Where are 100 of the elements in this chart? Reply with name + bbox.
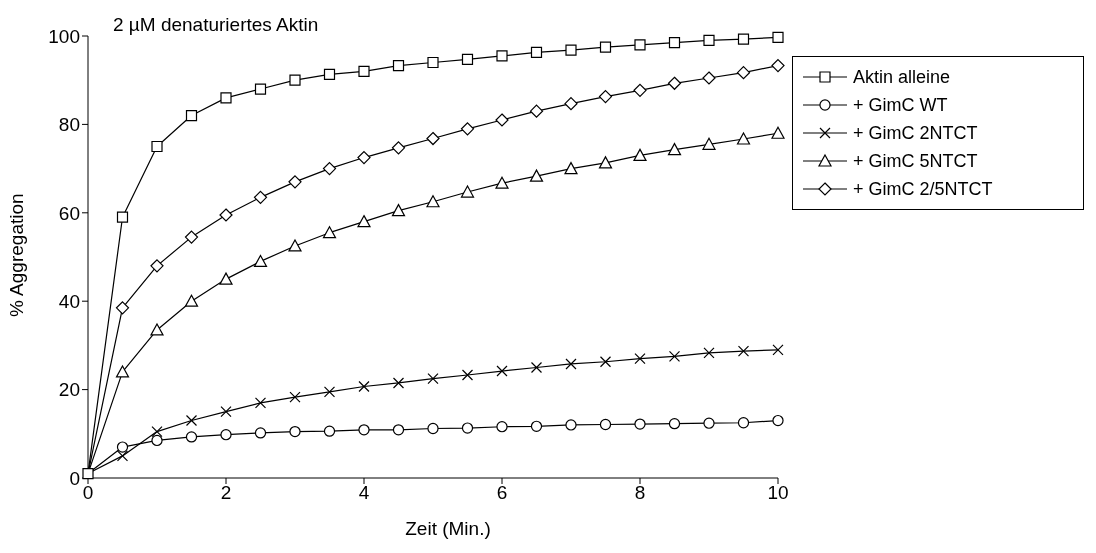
x-tick-label: 6 (496, 482, 508, 504)
point (253, 254, 268, 268)
point (598, 156, 613, 169)
point (219, 272, 233, 285)
point (357, 150, 371, 165)
point (289, 74, 301, 86)
point (496, 50, 508, 62)
point (461, 422, 474, 434)
point (495, 113, 509, 127)
point (634, 353, 646, 365)
point (288, 175, 302, 189)
x-tick-label: 10 (767, 482, 789, 504)
point (703, 34, 715, 47)
y-tick-label: 40 (58, 290, 80, 312)
point (737, 345, 750, 357)
point (634, 39, 646, 51)
point (599, 356, 612, 368)
point (253, 190, 268, 204)
x-tick-label: 2 (220, 482, 232, 504)
x-tick-label: 0 (82, 482, 94, 504)
point (391, 141, 406, 155)
point (82, 467, 94, 480)
point (496, 365, 508, 377)
point (323, 68, 336, 81)
point (323, 425, 336, 437)
point (185, 414, 198, 427)
point (357, 215, 371, 228)
point (115, 365, 130, 378)
point (702, 137, 716, 150)
point (322, 162, 337, 176)
point (184, 230, 199, 244)
point (495, 176, 509, 189)
point (703, 417, 715, 429)
point (598, 89, 613, 104)
point (461, 369, 474, 381)
point (530, 420, 543, 432)
legend-label: + GimC WT (853, 94, 948, 116)
point (322, 226, 337, 239)
point (427, 372, 439, 385)
point (116, 441, 129, 453)
point (736, 132, 751, 145)
point (668, 350, 681, 363)
point (116, 211, 129, 223)
point (772, 414, 784, 427)
point (427, 56, 439, 69)
point (771, 126, 785, 139)
point (254, 83, 267, 95)
point (668, 37, 681, 49)
point (427, 422, 439, 435)
point (565, 419, 577, 431)
point (391, 203, 406, 217)
point (185, 109, 198, 122)
y-axis-title: % Aggregation (5, 193, 27, 317)
y-tick-label: 80 (58, 114, 80, 136)
point (288, 239, 302, 252)
point (254, 397, 267, 409)
legend-label: + GimC 5NTCT (853, 150, 978, 172)
point (564, 162, 578, 175)
point (116, 450, 129, 462)
point (392, 377, 405, 389)
point (530, 46, 543, 58)
point (599, 418, 612, 431)
point (426, 195, 440, 208)
x-axis-title: Zeit (Min.) (404, 518, 492, 540)
point (736, 66, 751, 80)
y-tick-label: 0 (69, 467, 80, 489)
point (565, 358, 577, 370)
point (289, 391, 301, 403)
point (220, 92, 232, 104)
point (185, 431, 198, 443)
point (667, 142, 682, 156)
point (772, 31, 784, 43)
y-tick-label: 20 (58, 379, 80, 401)
point (667, 76, 682, 90)
point (530, 361, 543, 374)
y-tick-label: 100 (48, 25, 80, 47)
point (772, 344, 784, 356)
x-tick-label: 8 (634, 482, 646, 504)
point (151, 140, 163, 153)
point (460, 122, 475, 136)
point (529, 169, 544, 182)
point (323, 386, 336, 398)
point (565, 44, 577, 56)
point (151, 425, 163, 438)
point (771, 59, 785, 73)
point (184, 294, 199, 307)
point (220, 429, 232, 441)
point (392, 424, 405, 436)
point (358, 424, 370, 436)
point (219, 208, 233, 222)
point (633, 148, 647, 161)
point (151, 434, 163, 447)
chart-title: 2 µM denaturiertes Aktin (113, 14, 319, 36)
point (460, 185, 475, 198)
point (703, 347, 715, 359)
legend-label: Aktin alleine (853, 66, 951, 88)
x-tick-label: 4 (358, 482, 370, 504)
point (737, 417, 750, 429)
point (702, 71, 716, 85)
point (392, 60, 405, 72)
